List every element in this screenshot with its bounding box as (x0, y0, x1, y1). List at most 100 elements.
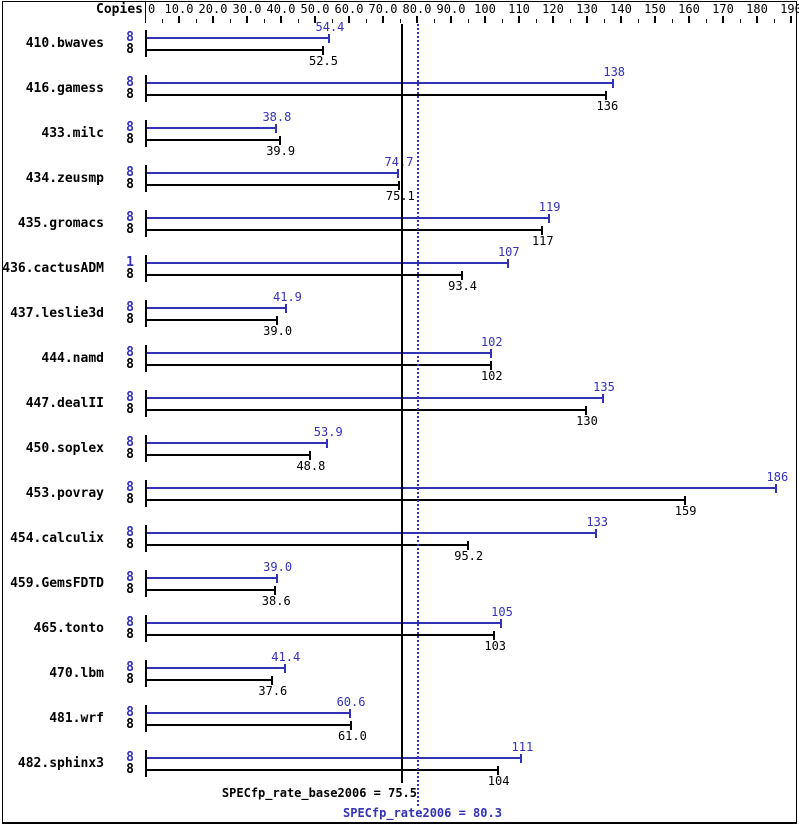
axis-minor-tick (604, 19, 605, 23)
axis-minor-tick (400, 19, 401, 23)
peak-bar-endcap (327, 34, 330, 43)
peak-bar-endcap (547, 214, 550, 223)
axis-major-tick (212, 16, 214, 23)
peak-bar-endcap (274, 124, 277, 133)
base-value-label: 103 (484, 638, 507, 653)
axis-tick-label: 80.0 (402, 2, 432, 16)
axis-minor-tick (332, 19, 333, 23)
axis-minor-tick (536, 19, 537, 23)
benchmark-label: 481.wrf (49, 710, 104, 726)
peak-value-label: 186 (766, 470, 789, 484)
peak-value-label: 135 (593, 380, 615, 394)
peak-bar (147, 487, 778, 489)
axis-major-tick (790, 16, 792, 23)
benchmark-label: 433.milc (41, 125, 104, 141)
peak-copies: 8 (126, 480, 134, 495)
peak-value-label: 138 (603, 65, 626, 79)
peak-bar (147, 712, 352, 714)
peak-value-label: 105 (491, 605, 513, 619)
group-axis-spine (145, 120, 147, 147)
base-bar-endcap (460, 270, 463, 280)
base-bar (147, 633, 496, 636)
axis-minor-tick (672, 19, 673, 23)
peak-copies: 8 (126, 525, 134, 540)
group-axis-spine (145, 345, 147, 372)
base-copies: 8 (126, 491, 134, 507)
base-bar-endcap (489, 360, 492, 370)
peak-copies: 8 (126, 705, 134, 720)
peak-bar-endcap (500, 619, 502, 628)
base-copies: 8 (126, 761, 134, 777)
base-copies: 8 (126, 266, 134, 282)
axis-minor-tick (502, 19, 503, 23)
benchmark-label: 434.zeusmp (25, 170, 104, 186)
peak-copies: 8 (126, 120, 134, 135)
peak-bar (147, 352, 492, 354)
axis-minor-tick (706, 19, 707, 23)
base-value-label: 159 (674, 503, 697, 518)
base-copies: 8 (126, 536, 134, 552)
axis-major-tick (756, 16, 758, 23)
axis-tick-label: 70.0 (368, 2, 398, 16)
axis-major-tick (382, 16, 384, 23)
peak-value-label: 39.0 (263, 560, 293, 574)
peak-copies: 8 (126, 615, 134, 630)
base-value-label: 37.6 (258, 683, 288, 698)
peak-copies: 8 (126, 435, 134, 450)
base-copies: 8 (126, 311, 134, 327)
peak-copies: 8 (126, 570, 134, 585)
group-axis-spine (145, 390, 147, 417)
group-axis-spine (145, 165, 147, 192)
peak-value-label: 133 (586, 515, 609, 529)
base-copies: 8 (126, 131, 134, 147)
base-bar-endcap (278, 135, 281, 145)
axis-major-tick (518, 16, 520, 23)
peak-bar-endcap (285, 304, 288, 313)
peak-bar (147, 217, 550, 219)
group-axis-spine (145, 705, 147, 732)
base-bar-endcap (585, 405, 587, 415)
base-copies: 8 (126, 176, 134, 192)
group-axis-spine (145, 300, 147, 327)
benchmark-label: 416.gamess (25, 80, 104, 96)
peak-bar (147, 532, 598, 534)
axis-minor-tick (434, 19, 435, 23)
peak-value-label: 111 (511, 740, 534, 754)
benchmark-label: 436.cactusADM (2, 260, 104, 276)
peak-bar-endcap (275, 574, 278, 583)
axis-minor-tick (740, 19, 741, 23)
base-bar-endcap (274, 585, 277, 595)
base-value-label: 136 (596, 98, 619, 113)
benchmark-label: 482.sphinx3 (17, 755, 104, 771)
peak-copies: 8 (126, 210, 134, 225)
base-value-label: 117 (531, 233, 554, 248)
base-bar-endcap (308, 450, 311, 460)
base-bar (147, 678, 273, 681)
base-copies: 8 (126, 446, 134, 462)
peak-bar (147, 397, 604, 399)
axis-tick-label: 50.0 (300, 2, 330, 16)
axis-minor-tick (264, 19, 265, 23)
benchmark-label: 454.calculix (10, 530, 104, 546)
axis-tick-label: 60.0 (334, 2, 364, 16)
peak-bar (147, 82, 615, 84)
base-bar (147, 453, 311, 456)
base-bar (147, 48, 324, 51)
benchmark-label: 437.leslie3d (10, 305, 104, 321)
benchmark-label: 470.lbm (49, 665, 104, 681)
axis-major-tick (416, 16, 418, 23)
group-axis-spine (145, 480, 147, 507)
axis-minor-tick (774, 19, 775, 23)
benchmark-label: 435.gromacs (17, 215, 104, 231)
peak-value-label: 107 (497, 245, 520, 259)
peak-copies: 8 (126, 300, 134, 315)
base-value-label: 104 (487, 773, 510, 788)
peak-copies: 8 (126, 75, 134, 90)
peak-bar (147, 757, 523, 759)
base-copies: 8 (126, 401, 134, 417)
peak-bar-endcap (775, 484, 778, 493)
axis-major-tick (586, 16, 588, 23)
group-axis-spine (145, 75, 147, 102)
peak-bar (147, 37, 330, 39)
peak-rate-reference-line (417, 24, 419, 806)
